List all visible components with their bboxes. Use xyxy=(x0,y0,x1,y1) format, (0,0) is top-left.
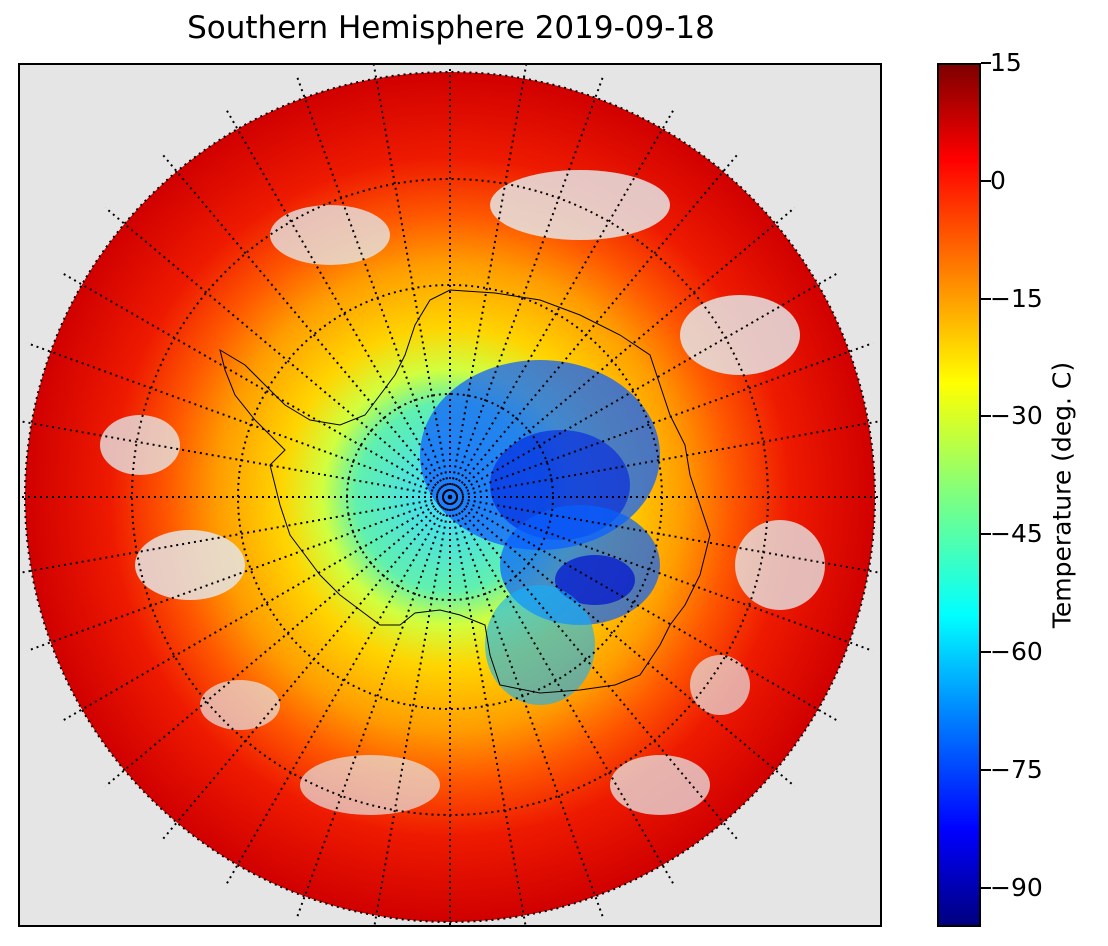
colorbar-tick-label: −90 xyxy=(990,872,1043,902)
colorbar-label: Temperature (deg. C) xyxy=(1047,361,1077,629)
colorbar-tick-label: −15 xyxy=(990,283,1043,313)
colorbar-tick xyxy=(981,179,991,182)
colorbar-tick-label: −45 xyxy=(990,519,1043,549)
colorbar-tick-label: 15 xyxy=(990,48,1022,77)
colorbar-tick xyxy=(981,297,991,300)
colorbar-tick xyxy=(981,768,991,771)
graticule xyxy=(20,65,880,925)
colorbar-tick-label: −30 xyxy=(990,401,1043,431)
map-svg xyxy=(20,65,880,925)
map-frame xyxy=(18,63,882,927)
colorbar-tick-label: −75 xyxy=(990,754,1043,784)
map-title: Southern Hemisphere 2019-09-18 xyxy=(187,10,715,46)
colorbar-tick xyxy=(981,651,991,654)
colorbar-tick xyxy=(981,62,991,64)
colorbar-tick-label: 0 xyxy=(990,165,1006,195)
colorbar-tick xyxy=(981,886,991,889)
colorbar-tick xyxy=(981,533,991,536)
colorbar-tick xyxy=(981,415,991,418)
colorbar-tick-label: −60 xyxy=(990,637,1043,667)
antarctica-coastline xyxy=(219,289,711,694)
colorbar xyxy=(937,63,981,927)
